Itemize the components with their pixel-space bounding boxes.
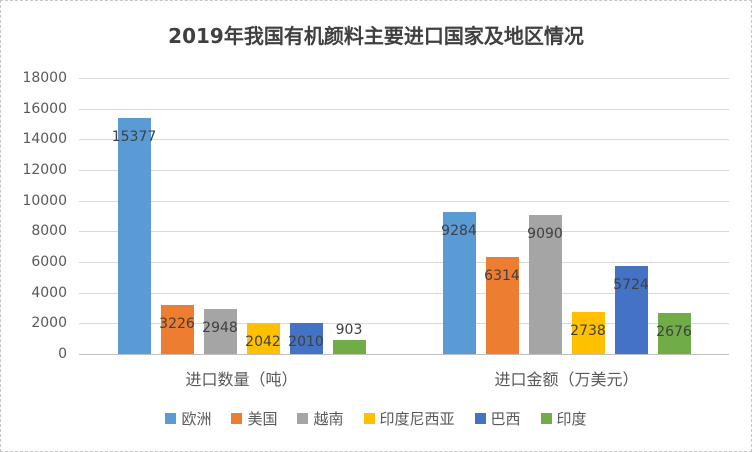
bar [332,340,366,354]
legend-swatch-icon [231,412,243,424]
legend-label: 巴西 [490,409,521,428]
legend-label: 印度 [556,409,587,428]
bar [485,257,519,354]
gridline [79,108,729,110]
gridline [79,139,729,141]
legend-item: 印度尼西亚 [363,408,455,429]
legend-item: 美国 [231,408,277,429]
gridline [79,200,729,202]
legend-swatch-icon [165,412,177,424]
legend-swatch-icon [297,412,309,424]
y-axis-tick-label: 18000 [22,70,67,86]
data-label: 9090 [527,225,563,242]
y-axis-tick-label: 4000 [31,284,67,301]
data-label: 15377 [111,129,157,146]
bar [117,118,151,354]
gridline [79,323,729,325]
gridline [79,170,729,171]
gridline [79,292,729,294]
bar [657,313,691,354]
bar [203,308,237,354]
data-label: 3226 [159,315,195,332]
bar [614,266,648,354]
gridline [79,262,729,263]
chart-title: 2019年我国有机颜料主要进口国家及地区情况 [168,24,584,48]
y-axis-tick-label: 2000 [31,315,67,332]
data-label: 5724 [613,277,649,294]
data-label: 2738 [570,323,606,339]
gridline [79,78,729,79]
y-axis-tick-label: 6000 [31,254,67,270]
bar [442,211,476,354]
data-label: 9284 [441,222,477,239]
bar [528,214,562,354]
data-label: 2948 [202,319,238,336]
y-axis-tick-label: 14000 [22,131,67,148]
legend-label: 越南 [313,409,344,428]
x-axis-line [79,354,729,355]
bar [246,322,280,354]
legend-label: 美国 [247,409,278,428]
legend-item: 越南 [297,408,344,429]
data-label: 6314 [484,268,520,285]
data-label: 2010 [288,334,324,351]
legend-item: 巴西 [474,408,521,429]
legend-swatch-icon [474,412,486,424]
legend-item: 印度 [540,408,587,429]
legend-label: 印度尼西亚 [379,409,455,428]
data-label: 2676 [656,324,692,340]
legend-swatch-icon [363,412,375,424]
legend: 欧洲 美国 越南 印度尼西亚 巴西 印度 [1,407,751,429]
y-axis-tick-label: 16000 [22,100,67,117]
data-label: 2042 [245,333,281,350]
bar [160,304,194,354]
legend-label: 欧洲 [181,409,212,428]
legend-swatch-icon [540,412,552,424]
y-axis-tick-label: 10000 [22,192,67,209]
y-axis-tick-label: 12000 [22,162,67,178]
x-axis-category-label: 进口数量（吨） [185,370,298,389]
y-axis-tick-label: 0 [58,346,67,362]
x-axis-category-label: 进口金额（万美元） [494,370,639,389]
legend-item: 欧洲 [165,408,211,429]
y-axis-tick-label: 8000 [31,223,67,240]
bar [289,323,323,354]
bar [571,312,605,354]
data-label: 903 [335,322,363,339]
gridline [79,231,729,233]
